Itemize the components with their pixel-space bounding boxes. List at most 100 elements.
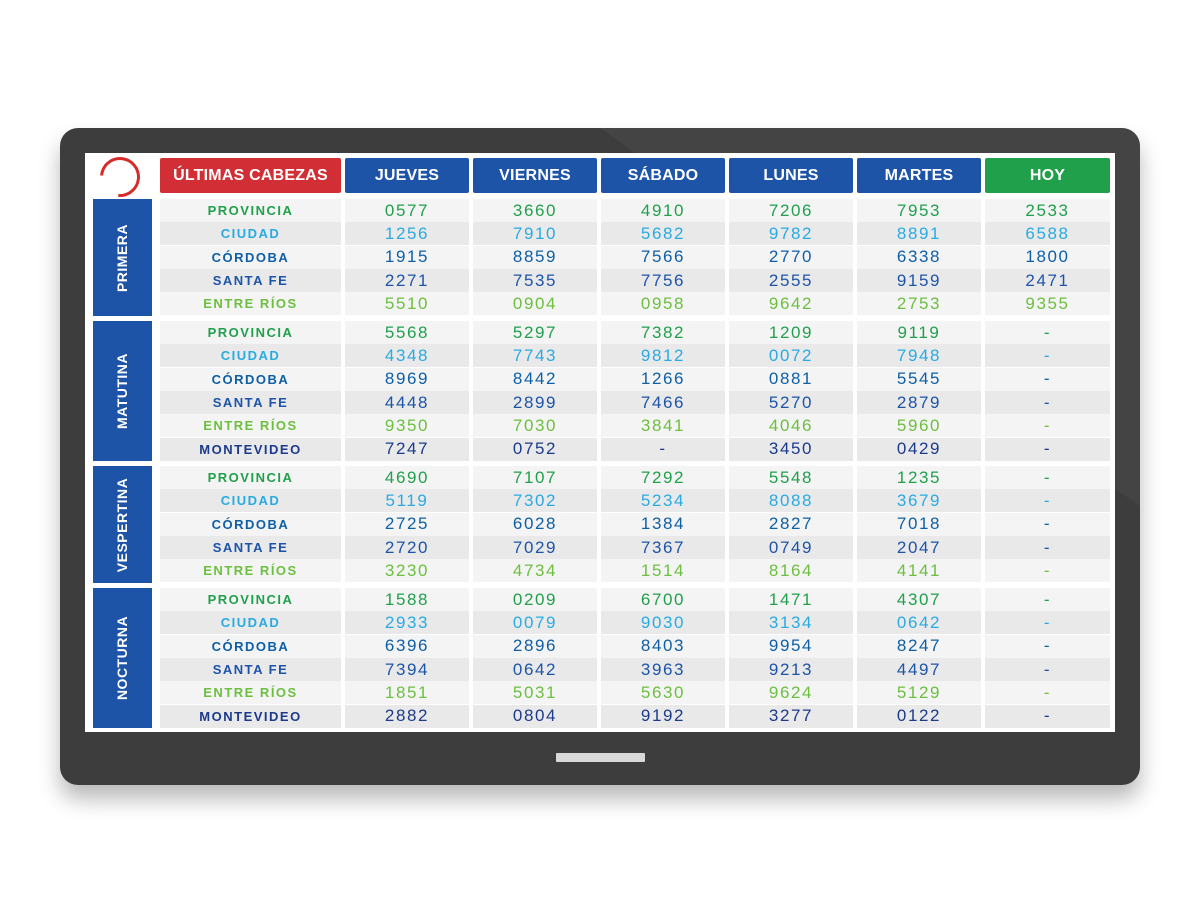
lottery-name: PROVINCIA xyxy=(160,588,341,611)
result-number: 2720 xyxy=(345,536,469,560)
lottery-name: CÓRDOBA xyxy=(160,512,341,536)
result-number: 0122 xyxy=(857,704,981,728)
table-row: CÓRDOBA 1915 8859 7566 2770 6338 1800 xyxy=(160,245,1110,269)
result-number: 4448 xyxy=(345,391,469,415)
header-title: ÚLTIMAS CABEZAS xyxy=(160,158,341,193)
table-row: CIUDAD 4348 7743 9812 0072 7948- xyxy=(160,344,1110,368)
result-number: - xyxy=(985,559,1110,583)
result-number: 7948 xyxy=(857,344,981,368)
result-number: 2047 xyxy=(857,536,981,560)
lottery-name: SANTA FE xyxy=(160,391,341,415)
result-number: 2933 xyxy=(345,611,469,635)
result-number: 3841 xyxy=(601,414,725,438)
result-number: 5119 xyxy=(345,489,469,513)
group-label: MATUTINA xyxy=(114,352,131,430)
lottery-name: CIUDAD xyxy=(160,222,341,246)
group-label: VESPERTINA xyxy=(114,477,131,572)
table-row: SANTA FE 2271 7535 7756 2555 9159 2471 xyxy=(160,269,1110,293)
header-day-martes: MARTES xyxy=(857,158,981,193)
result-number: 2753 xyxy=(857,292,981,316)
result-number: 7910 xyxy=(473,222,597,246)
result-number: 4307 xyxy=(857,588,981,611)
lottery-name: PROVINCIA xyxy=(160,199,341,222)
result-number: 2899 xyxy=(473,391,597,415)
lottery-name: CÓRDOBA xyxy=(160,245,341,269)
result-number: 3230 xyxy=(345,559,469,583)
logo-icon xyxy=(91,148,149,206)
result-number: 9213 xyxy=(729,658,853,682)
monitor-bar xyxy=(556,753,645,762)
group-matutina: MATUTINA xyxy=(93,321,152,461)
result-number: 7466 xyxy=(601,391,725,415)
result-number: 9192 xyxy=(601,704,725,728)
header-day-lunes: LUNES xyxy=(729,158,853,193)
table-row: CÓRDOBA 6396 2896 8403 9954 8247- xyxy=(160,634,1110,658)
result-number: 1588 xyxy=(345,588,469,611)
result-number: 1209 xyxy=(729,321,853,344)
lottery-name: SANTA FE xyxy=(160,269,341,293)
lottery-name: ENTRE RÍOS xyxy=(160,414,341,438)
table-row: CÓRDOBA 2725 6028 1384 2827 7018- xyxy=(160,512,1110,536)
result-number: 5129 xyxy=(857,681,981,705)
result-number: - xyxy=(985,681,1110,705)
result-number: 2770 xyxy=(729,245,853,269)
result-number: - xyxy=(985,536,1110,560)
result-number: 5297 xyxy=(473,321,597,344)
result-number: 9030 xyxy=(601,611,725,635)
header-day-hoy: HOY xyxy=(985,158,1110,193)
result-number: - xyxy=(985,588,1110,611)
result-number: 3679 xyxy=(857,489,981,513)
result-number: 8442 xyxy=(473,367,597,391)
result-number: 1851 xyxy=(345,681,469,705)
result-number: 5548 xyxy=(729,466,853,489)
result-number: 6338 xyxy=(857,245,981,269)
result-number: 7367 xyxy=(601,536,725,560)
result-number: - xyxy=(985,321,1110,344)
result-number: 9355 xyxy=(985,292,1110,316)
result-number: 7953 xyxy=(857,199,981,222)
result-number: 7206 xyxy=(729,199,853,222)
result-number: - xyxy=(985,658,1110,682)
result-number: 7535 xyxy=(473,269,597,293)
result-number: - xyxy=(985,512,1110,536)
result-number: 0209 xyxy=(473,588,597,611)
result-number: 0079 xyxy=(473,611,597,635)
result-number: 7302 xyxy=(473,489,597,513)
result-number: 9782 xyxy=(729,222,853,246)
result-number: 3134 xyxy=(729,611,853,635)
result-number: 7030 xyxy=(473,414,597,438)
result-number: 9350 xyxy=(345,414,469,438)
result-number: 8969 xyxy=(345,367,469,391)
table-row: ENTRE RÍOS 1851 5031 5630 9624 5129- xyxy=(160,681,1110,705)
table-row: CIUDAD 5119 7302 5234 8088 3679- xyxy=(160,489,1110,513)
result-number: 2725 xyxy=(345,512,469,536)
lottery-name: PROVINCIA xyxy=(160,321,341,344)
result-number: 2555 xyxy=(729,269,853,293)
table-row: MONTEVIDEO 2882 0804 9192 3277 0122- xyxy=(160,704,1110,728)
table-row: ENTRE RÍOS 5510 0904 0958 9642 2753 9355 xyxy=(160,292,1110,316)
result-number: 4046 xyxy=(729,414,853,438)
lottery-name: SANTA FE xyxy=(160,536,341,560)
result-number: - xyxy=(985,391,1110,415)
result-number: 1256 xyxy=(345,222,469,246)
result-number: 3660 xyxy=(473,199,597,222)
result-number: 8088 xyxy=(729,489,853,513)
table-row: MONTEVIDEO 7247 0752-3450 0429- xyxy=(160,437,1110,461)
result-number: - xyxy=(985,489,1110,513)
result-number: 4141 xyxy=(857,559,981,583)
result-number: 5031 xyxy=(473,681,597,705)
table-row: CIUDAD 2933 0079 9030 3134 0642- xyxy=(160,611,1110,635)
group-label: NOCTURNA xyxy=(114,615,131,701)
table-row: SANTA FE 4448 2899 7466 5270 2879- xyxy=(160,391,1110,415)
result-number: 2271 xyxy=(345,269,469,293)
result-number: 2471 xyxy=(985,269,1110,293)
result-number: 4497 xyxy=(857,658,981,682)
result-number: 2827 xyxy=(729,512,853,536)
lottery-name: CIUDAD xyxy=(160,489,341,513)
table-row: SANTA FE 2720 7029 7367 0749 2047- xyxy=(160,536,1110,560)
result-number: 0752 xyxy=(473,437,597,461)
result-number: 7292 xyxy=(601,466,725,489)
result-number: 9642 xyxy=(729,292,853,316)
result-number: 6028 xyxy=(473,512,597,536)
result-number: 5960 xyxy=(857,414,981,438)
